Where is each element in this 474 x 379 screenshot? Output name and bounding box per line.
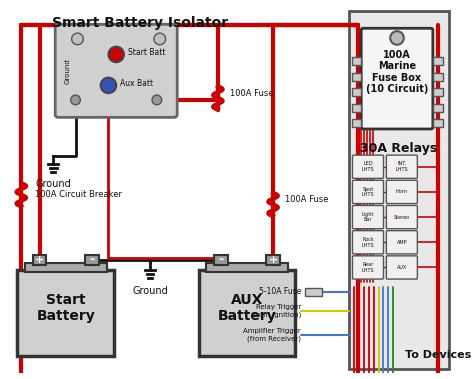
Text: Amplifier Trigger
(from Receiver): Amplifier Trigger (from Receiver) <box>244 329 301 342</box>
Bar <box>199 270 295 356</box>
Text: LED
LHTS: LED LHTS <box>362 161 374 172</box>
Bar <box>266 255 280 265</box>
Text: Start
Battery: Start Battery <box>36 293 95 323</box>
Text: 100A Fuse: 100A Fuse <box>285 195 328 204</box>
Text: -: - <box>218 253 223 266</box>
FancyBboxPatch shape <box>353 205 383 229</box>
Text: Ground: Ground <box>132 286 168 296</box>
Bar <box>433 73 443 81</box>
FancyBboxPatch shape <box>353 231 383 254</box>
FancyBboxPatch shape <box>55 24 177 117</box>
Bar <box>433 119 443 127</box>
Text: AMP: AMP <box>397 240 407 245</box>
Text: 100A Circuit Breaker: 100A Circuit Breaker <box>35 190 122 199</box>
FancyBboxPatch shape <box>386 155 418 179</box>
Circle shape <box>71 95 81 105</box>
Text: Light
Bar: Light Bar <box>362 212 374 222</box>
FancyBboxPatch shape <box>353 256 383 279</box>
Bar <box>433 104 443 111</box>
Bar <box>348 11 449 369</box>
FancyBboxPatch shape <box>386 180 418 204</box>
Bar <box>305 288 322 296</box>
Text: Rock
LHTS: Rock LHTS <box>362 237 374 247</box>
Text: +: + <box>268 255 278 265</box>
Text: AUX: AUX <box>397 265 407 270</box>
Text: To Devices: To Devices <box>405 350 471 360</box>
Bar <box>352 88 361 96</box>
FancyBboxPatch shape <box>386 205 418 229</box>
Circle shape <box>72 33 83 45</box>
Text: Smart Battery Isolator: Smart Battery Isolator <box>52 16 228 30</box>
Circle shape <box>109 47 124 62</box>
Text: Horn: Horn <box>396 190 408 194</box>
FancyBboxPatch shape <box>361 28 433 129</box>
Text: 100A
Marine
Fuse Box
(10 Circuit): 100A Marine Fuse Box (10 Circuit) <box>366 50 428 94</box>
Text: Stereo: Stereo <box>394 215 410 219</box>
Text: Ground: Ground <box>36 179 71 190</box>
FancyBboxPatch shape <box>353 180 383 204</box>
Bar <box>352 119 361 127</box>
Bar <box>33 255 46 265</box>
Bar <box>85 255 99 265</box>
Bar <box>214 255 228 265</box>
Bar <box>18 270 114 356</box>
Bar <box>433 57 443 65</box>
Text: INT.
LHTS: INT. LHTS <box>396 161 408 172</box>
Text: Relay Trigger
(from Ignition): Relay Trigger (from Ignition) <box>251 304 301 318</box>
Text: AUX
Battery: AUX Battery <box>218 293 276 323</box>
Bar <box>206 263 288 272</box>
Circle shape <box>154 33 165 45</box>
Text: -: - <box>90 253 94 266</box>
Text: Aux Batt: Aux Batt <box>120 79 153 88</box>
FancyBboxPatch shape <box>353 155 383 179</box>
Text: 30A Relays: 30A Relays <box>360 142 438 155</box>
Bar <box>433 88 443 96</box>
Text: +: + <box>35 255 45 265</box>
Text: 5-10A Fuse: 5-10A Fuse <box>259 287 301 296</box>
Circle shape <box>152 95 162 105</box>
Text: Start Batt: Start Batt <box>128 48 165 57</box>
Text: Rear
LHTS: Rear LHTS <box>362 262 374 273</box>
Bar <box>352 73 361 81</box>
Bar <box>352 57 361 65</box>
FancyBboxPatch shape <box>386 231 418 254</box>
Circle shape <box>390 31 404 45</box>
Circle shape <box>100 78 116 93</box>
Text: 100A Fuse: 100A Fuse <box>229 89 273 98</box>
Text: Spot
LHTS: Spot LHTS <box>362 186 374 197</box>
FancyBboxPatch shape <box>386 256 418 279</box>
Text: Ground: Ground <box>65 58 71 84</box>
Bar <box>352 104 361 111</box>
Bar <box>25 263 107 272</box>
